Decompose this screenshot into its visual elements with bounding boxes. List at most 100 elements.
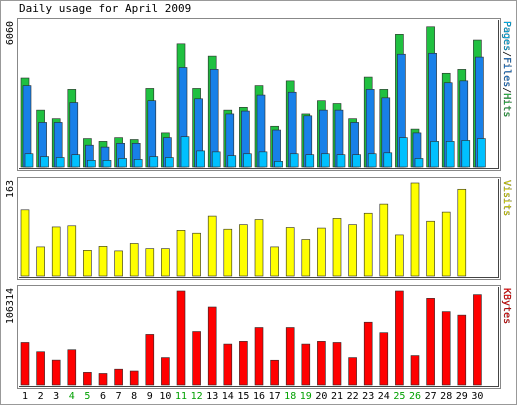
bar-kbytes xyxy=(379,332,389,386)
bar-visits xyxy=(67,225,77,277)
bar-visits xyxy=(301,239,311,277)
legend: Pages/Files/Hits xyxy=(501,21,512,117)
bar-pages xyxy=(414,158,424,168)
day-label: 19 xyxy=(300,391,312,402)
day-label: 30 xyxy=(471,391,483,402)
bar-visits xyxy=(20,209,30,277)
legend: KBytes xyxy=(501,288,512,324)
bar-kbytes xyxy=(83,372,92,386)
day-label: 11 xyxy=(175,391,187,402)
day-label: 24 xyxy=(378,391,390,402)
day-label: 20 xyxy=(315,391,327,402)
bar-pages xyxy=(289,153,299,168)
bar-visits xyxy=(114,250,123,277)
day-label: 28 xyxy=(440,391,452,402)
bar-visits xyxy=(207,215,217,277)
day-label: 17 xyxy=(269,391,281,402)
bar-kbytes xyxy=(145,334,155,386)
bar-visits xyxy=(285,227,295,277)
y-max-label: 163 xyxy=(5,180,16,198)
bar-pages xyxy=(477,138,486,168)
bar-pages xyxy=(227,155,237,168)
bar-kbytes xyxy=(395,290,404,386)
bar-kbytes xyxy=(426,298,435,386)
bar-pages xyxy=(180,136,190,168)
day-label: 4 xyxy=(69,391,75,402)
bar-pages xyxy=(55,157,65,168)
bar-pages xyxy=(336,154,346,168)
day-label: 26 xyxy=(409,391,421,402)
bar-pages xyxy=(196,150,205,168)
bar-visits xyxy=(254,219,264,277)
panel-2: 163 Visits xyxy=(5,177,512,280)
bar-visits xyxy=(176,230,186,277)
bar-kbytes xyxy=(20,342,30,386)
bar-pages xyxy=(352,154,361,168)
bar-visits xyxy=(348,224,357,277)
bar-pages xyxy=(71,154,81,168)
bar-pages xyxy=(243,153,252,168)
bar-visits xyxy=(161,248,170,277)
bar-kbytes xyxy=(301,343,311,386)
bar-pages xyxy=(445,141,455,168)
bar-pages xyxy=(399,137,408,168)
bar-pages xyxy=(430,141,439,168)
legend-entry: Hits xyxy=(501,93,512,117)
bar-visits xyxy=(129,243,139,277)
day-label: 9 xyxy=(147,391,153,402)
bar-visits xyxy=(317,227,326,277)
bar-kbytes xyxy=(363,321,373,386)
legend-separator: / xyxy=(501,51,512,57)
bar-pages xyxy=(40,156,49,168)
day-label: 5 xyxy=(84,391,90,402)
bar-visits xyxy=(83,250,92,277)
bar-kbytes xyxy=(98,373,108,386)
bar-kbytes xyxy=(51,359,61,386)
bar-visits xyxy=(395,234,404,277)
legend-entry: Visits xyxy=(501,180,512,216)
bar-visits xyxy=(332,218,342,277)
day-label: 2 xyxy=(38,391,44,402)
day-label: 6 xyxy=(100,391,106,402)
bar-pages xyxy=(383,152,393,168)
bar-visits xyxy=(270,246,279,277)
day-label: 16 xyxy=(253,391,265,402)
day-label: 29 xyxy=(456,391,468,402)
day-label: 3 xyxy=(53,391,59,402)
legend-separator: / xyxy=(501,87,512,93)
bar-kbytes xyxy=(332,342,342,386)
chart-title: Daily usage for April 2009 xyxy=(19,2,191,15)
bar-pages xyxy=(274,161,283,168)
bar-kbytes xyxy=(67,349,77,386)
y-max-label: 6060 xyxy=(5,21,16,45)
bar-kbytes xyxy=(285,327,295,386)
bar-visits xyxy=(441,211,451,277)
bar-kbytes xyxy=(457,314,467,386)
bar-visits xyxy=(410,182,420,277)
legend-entry: Files xyxy=(501,57,512,87)
bar-pages xyxy=(461,140,471,168)
bar-kbytes xyxy=(114,368,123,386)
bar-visits xyxy=(239,224,248,277)
bar-visits xyxy=(363,212,373,277)
bar-visits xyxy=(51,226,61,277)
legend-entry: KBytes xyxy=(501,288,512,324)
bar-kbytes xyxy=(192,331,201,386)
bar-kbytes xyxy=(441,311,451,386)
bar-pages xyxy=(24,153,34,168)
bar-kbytes xyxy=(317,341,326,386)
bar-kbytes xyxy=(36,351,45,386)
panel-1: 6060 Pages/Files/Hits xyxy=(5,18,512,171)
day-label: 25 xyxy=(393,391,405,402)
bar-visits xyxy=(426,220,435,277)
bar-pages xyxy=(321,153,330,168)
y-max-label: 106314 xyxy=(5,288,16,324)
bar-pages xyxy=(305,154,315,168)
day-label: 10 xyxy=(159,391,171,402)
bar-kbytes xyxy=(129,370,139,386)
legend-entry: Pages xyxy=(501,21,512,51)
bar-visits xyxy=(98,246,108,277)
day-label: 23 xyxy=(362,391,374,402)
